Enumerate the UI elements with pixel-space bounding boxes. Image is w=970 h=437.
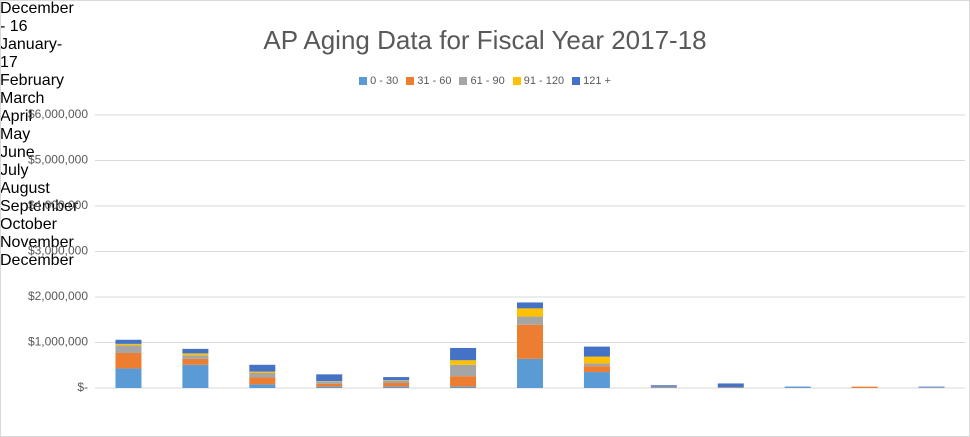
bar-segment (115, 345, 142, 353)
y-tick-label: $6,000,000 (28, 107, 88, 121)
x-tick-label: June (0, 144, 35, 161)
legend-swatch (512, 77, 521, 85)
bar-segment (851, 386, 878, 388)
legend-item: 61 - 90 (459, 75, 505, 87)
chart-title: AP Aging Data for Fiscal Year 2017-18 (263, 25, 706, 55)
bar-segment (650, 385, 677, 387)
y-tick-label: $5,000,000 (28, 153, 88, 167)
bar-segment (249, 371, 276, 373)
bar-segment (182, 358, 209, 365)
x-tick-label: April (0, 108, 33, 125)
x-tick-label: November (0, 234, 74, 251)
bar-segment (717, 383, 744, 388)
bar-segment (517, 308, 543, 317)
x-tick-label: September (0, 198, 79, 215)
bar-segment (115, 339, 142, 344)
bar-segment (115, 352, 142, 369)
legend-swatch (459, 77, 468, 85)
x-tick-label: August (0, 180, 50, 197)
bar-segment (182, 364, 209, 388)
legend-label: 91 - 120 (523, 75, 565, 87)
x-tick-label: October (0, 216, 57, 233)
legend-label: 121 + (583, 75, 611, 87)
bar-segment (517, 302, 543, 309)
legend-swatch (359, 77, 368, 85)
bar-segment (383, 377, 410, 381)
y-tick-label: $3,000,000 (28, 244, 88, 258)
bar-segment (182, 353, 209, 356)
bar-segment (583, 366, 610, 373)
legend-swatch (572, 77, 581, 85)
bar-segment (249, 384, 276, 388)
x-tick-label: January-17 (0, 36, 63, 71)
bar-segment (450, 386, 477, 388)
bar-segment (316, 374, 343, 382)
x-tick-label: March (0, 90, 45, 107)
x-tick-label: July (0, 162, 29, 179)
bar-segment (249, 372, 276, 378)
legend-label: 61 - 90 (470, 75, 505, 87)
y-tick-label: $1,000,000 (28, 335, 88, 349)
bar-segment (316, 383, 343, 387)
legend-label: 31 - 60 (417, 75, 452, 87)
bar-segment (383, 380, 410, 383)
bar-segment (115, 368, 142, 388)
x-tick-label: December - 16 (0, 0, 74, 35)
bar-segment (583, 372, 610, 388)
bar-segment (249, 377, 276, 385)
legend-item: 0 - 30 (359, 75, 398, 87)
legend-label: 0 - 30 (370, 75, 399, 87)
bar-segment (249, 364, 276, 372)
bar-segment (450, 360, 477, 365)
legend-item: 121 + (572, 75, 611, 87)
bar-segment (316, 386, 343, 388)
x-tick-label: December (0, 252, 74, 269)
legend: 0 - 30 31 - 60 61 - 90 91 - 120 121 + (0, 75, 970, 87)
bar-segment (115, 343, 142, 346)
y-tick-label: $4,000,000 (28, 198, 88, 212)
bar-segment (450, 364, 477, 377)
legend-item: 91 - 120 (512, 75, 565, 87)
bar-segment (583, 363, 610, 367)
legend-item: 31 - 60 (406, 75, 451, 87)
bar-segment (517, 358, 543, 388)
bar-segment (784, 387, 811, 388)
y-tick-label: $- (77, 380, 88, 394)
bar-segment (517, 324, 543, 359)
legend-swatch (406, 77, 415, 85)
bar-segment (517, 316, 543, 325)
bar-segment (182, 348, 209, 354)
bar-segment (316, 381, 343, 384)
x-tick-label: February (0, 72, 65, 89)
bar-segment (383, 382, 410, 387)
y-tick-label: $2,000,000 (28, 289, 88, 303)
x-tick-label: May (0, 126, 31, 143)
bar-segment (383, 386, 410, 388)
bar-segment (450, 376, 477, 387)
bar-segment (583, 356, 610, 364)
bar-segment (182, 355, 209, 359)
bar-segment (583, 346, 610, 357)
bar-segment (450, 347, 477, 361)
